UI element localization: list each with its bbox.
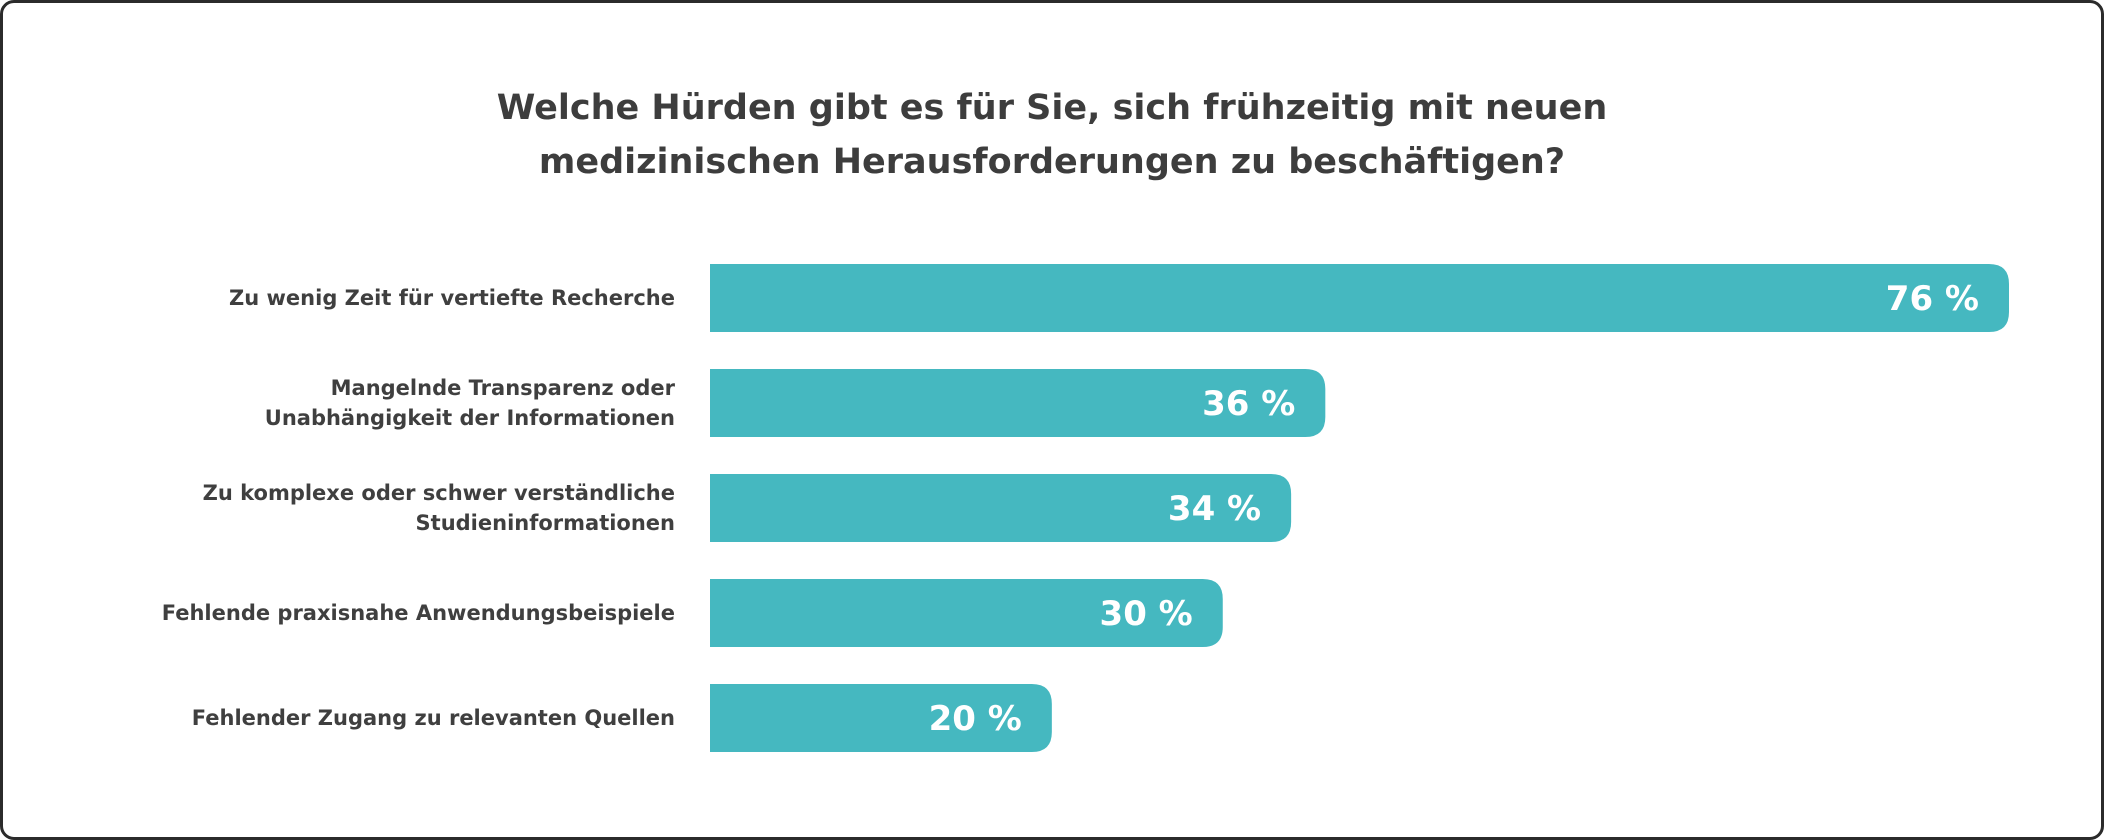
category-label-3-line-1: Zu komplexe oder schwer verständliche <box>203 481 675 505</box>
value-label-2: 36 % <box>1202 384 1295 424</box>
chart-title-line-1: Welche Hürden gibt es für Sie, sich früh… <box>496 88 1608 128</box>
category-label-3-line-2: Studieninformationen <box>416 511 675 535</box>
category-label-1-line-1: Zu wenig Zeit für vertiefte Recherche <box>229 286 675 310</box>
bar-3 <box>710 474 1292 542</box>
bar-4 <box>710 579 1223 647</box>
bar-chart: 76 % Zu wenig Zeit für vertiefte Recherch… <box>162 264 2009 752</box>
value-label-5: 20 % <box>929 699 1022 739</box>
category-label-2-line-1: Mangelnde Transparenz oder <box>331 376 676 400</box>
category-label-5-line-1: Fehlender Zugang zu relevanten Quellen <box>192 706 675 730</box>
value-label-1: 76 % <box>1886 279 1979 319</box>
category-label-2-line-2: Unabhängigkeit der Informationen <box>265 406 675 430</box>
value-label-4: 30 % <box>1100 594 1193 634</box>
bar-5 <box>710 684 1052 752</box>
value-label-3: 34 % <box>1168 489 1261 529</box>
chart-title: Welche Hürden gibt es für Sie, sich früh… <box>3 81 2101 189</box>
bar-2 <box>710 369 1326 437</box>
bar-1 <box>710 264 2009 332</box>
category-label-4-line-1: Fehlende praxisnahe Anwendungsbeispiele <box>162 601 675 625</box>
chart-title-line-2: medizinischen Herausforderungen zu besch… <box>538 142 1566 182</box>
